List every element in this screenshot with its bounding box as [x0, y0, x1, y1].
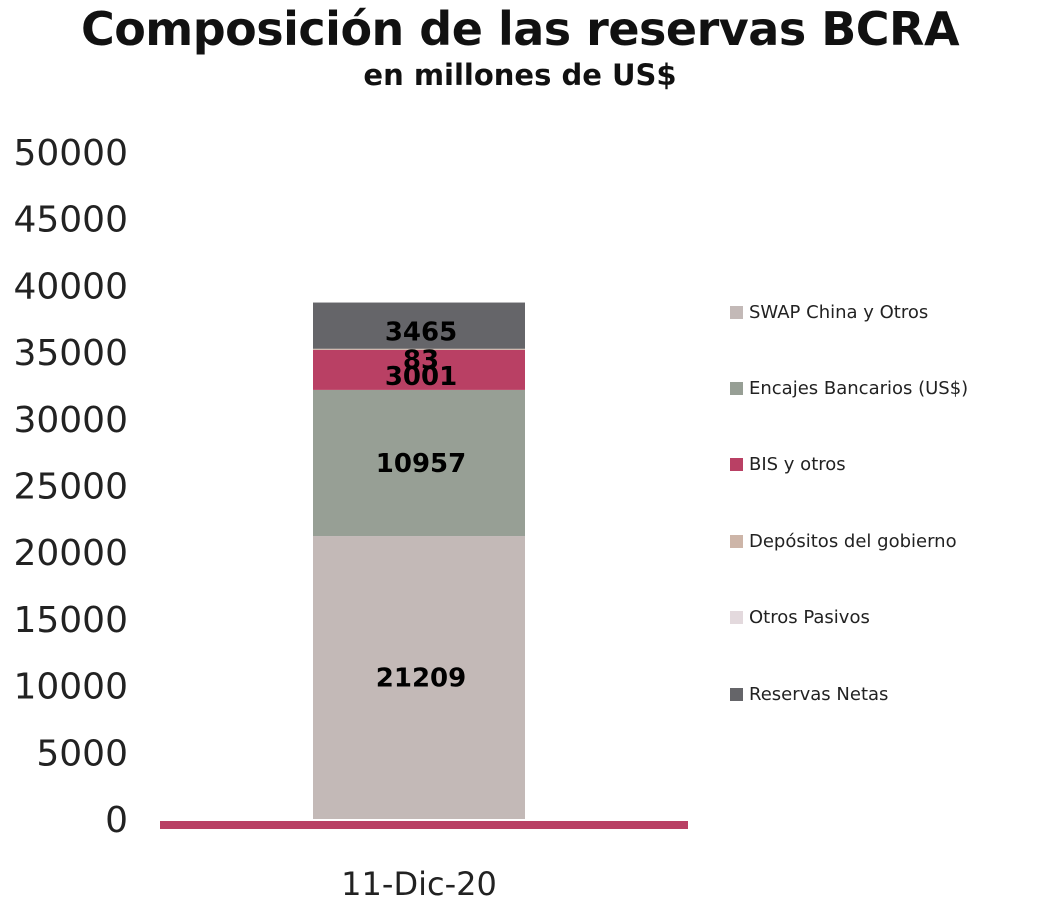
legend-item: Encajes Bancarios (US$)	[730, 376, 968, 400]
legend-label: SWAP China y Otros	[749, 301, 929, 323]
y-axis: 0 5000 10000 15000 20000 25000 30000 35000 40000…	[13, 133, 128, 841]
legend-item: Otros Pasivos	[730, 606, 870, 630]
y-tick-label: 25000	[13, 467, 128, 508]
legend-label: Otros Pasivos	[749, 607, 870, 629]
legend-swatch	[730, 305, 743, 319]
bar-stack	[313, 302, 525, 819]
y-tick-label: 30000	[13, 400, 128, 441]
data-label-4: 83	[403, 345, 439, 375]
bar-segment-1	[313, 536, 525, 819]
bar-segment-4	[313, 348, 525, 350]
data-label-1: 21209	[376, 664, 466, 694]
data-label-6: 3465	[385, 318, 457, 348]
y-tick-label: 50000	[13, 133, 128, 174]
data-label-2: 10957	[376, 449, 466, 479]
bar-segment-6	[313, 302, 525, 349]
legend-label: Encajes Bancarios (US$)	[749, 377, 969, 399]
legend-swatch	[730, 534, 743, 548]
legend-item: BIS y otros	[730, 453, 846, 477]
y-tick-label: 40000	[13, 266, 128, 307]
y-tick-label: 20000	[13, 533, 128, 574]
chart-title: Composición de las reservas BCRA	[80, 2, 960, 56]
legend-item: Reservas Netas	[730, 682, 888, 706]
y-tick-label: 45000	[13, 200, 128, 241]
legend-label: Depósitos del gobierno	[749, 530, 957, 552]
legend-swatch	[730, 381, 743, 395]
y-tick-label: 35000	[13, 333, 128, 374]
legend-swatch	[730, 611, 743, 625]
y-tick-label: 0	[105, 800, 128, 841]
y-tick-label: 10000	[13, 667, 128, 708]
y-tick-label: 15000	[13, 600, 128, 641]
legend-item: SWAP China y Otros	[730, 300, 928, 324]
bar-segment-3	[313, 349, 525, 390]
legend-item: Depósitos del gobierno	[730, 529, 957, 553]
x-tick-label: 11-Dic-20	[341, 865, 497, 903]
legend-label: BIS y otros	[749, 454, 846, 476]
data-label-3: 3001	[385, 362, 457, 392]
x-axis: 11-Dic-20	[341, 865, 497, 903]
bar-segment-2	[313, 389, 525, 537]
y-tick-label: 5000	[36, 733, 128, 774]
chart-subtitle: en millones de US$	[363, 58, 677, 92]
legend-label: Reservas Netas	[749, 683, 889, 705]
legend-swatch	[730, 687, 743, 701]
legend-swatch	[730, 458, 743, 472]
